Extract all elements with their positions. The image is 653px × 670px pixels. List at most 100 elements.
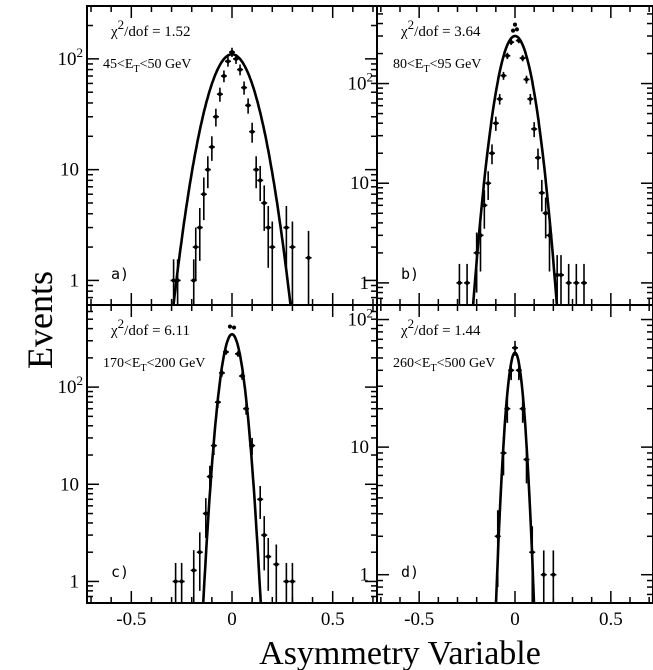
data-point <box>224 56 231 67</box>
et-range-label: 45<ET<50 GeV <box>103 57 191 75</box>
panel-frame <box>86 304 378 604</box>
plot-area <box>456 22 587 305</box>
plot-area <box>494 340 557 603</box>
data-point <box>204 156 211 189</box>
data-point <box>538 179 545 212</box>
data-point <box>500 437 507 476</box>
gaussian-fit-curve <box>172 53 292 305</box>
data-point <box>283 205 290 268</box>
data-point <box>190 550 197 603</box>
data-point <box>253 156 260 189</box>
chi2-label: χ2/dof = 1.44 <box>400 316 481 339</box>
data-point <box>573 263 580 305</box>
data-point <box>496 94 503 105</box>
data-point <box>550 550 557 603</box>
data-point <box>540 550 547 603</box>
data-point <box>283 562 290 603</box>
data-point <box>535 148 541 170</box>
data-point <box>542 197 549 239</box>
y-tick-label: 1 <box>360 565 370 586</box>
data-point <box>208 136 215 161</box>
data-point <box>241 81 248 95</box>
y-tick-label: 102 <box>348 306 374 331</box>
data-point <box>269 221 276 305</box>
data-point <box>558 255 564 305</box>
data-point <box>515 361 522 381</box>
data-point <box>210 437 217 456</box>
panel-label: b) <box>401 265 419 283</box>
x-axis-title: Asymmetry Variable <box>259 635 541 670</box>
data-point <box>249 122 256 143</box>
data-point <box>265 205 272 268</box>
y-tick-label: 10 <box>60 160 79 181</box>
et-range-label: 80<ET<95 GeV <box>393 57 481 75</box>
data-point <box>485 171 492 200</box>
data-point <box>481 190 488 229</box>
y-tick-label: 10 <box>350 173 369 194</box>
data-point <box>249 437 256 456</box>
data-point <box>227 324 233 329</box>
gaussian-fit-curve <box>494 351 536 603</box>
data-point <box>289 221 296 305</box>
data-point <box>218 369 225 377</box>
data-point <box>196 532 203 591</box>
plot-area <box>172 324 296 603</box>
data-point <box>265 537 272 591</box>
data-point <box>515 38 522 44</box>
data-point <box>235 351 242 357</box>
data-point <box>245 98 252 114</box>
y-tick-label: 102 <box>58 373 84 398</box>
data-point <box>581 263 587 305</box>
data-point <box>229 47 235 57</box>
data-point <box>231 325 237 330</box>
data-point <box>514 27 520 32</box>
y-tick-label: 102 <box>348 70 374 95</box>
data-point <box>508 39 515 45</box>
data-point <box>202 498 209 538</box>
panel-a: 1 10 102 χ2/dof = 1.52 45<ET<50 GeV a) <box>58 5 378 306</box>
data-point <box>233 54 240 64</box>
data-point <box>523 75 530 84</box>
chi2-label: χ2/dof = 6.11 <box>110 316 190 339</box>
data-point <box>178 562 185 603</box>
data-point <box>206 465 213 492</box>
data-point <box>473 232 480 293</box>
panel-label: a) <box>111 265 129 283</box>
data-point <box>212 108 219 127</box>
data-point <box>200 177 207 221</box>
panels: 1 10 102 χ2/dof = 1.52 45<ET<50 GeV a) 1 10 102 χ… <box>58 5 653 630</box>
chi2-label: χ2/dof = 3.64 <box>400 17 481 40</box>
data-point <box>504 397 511 423</box>
data-point <box>529 526 536 603</box>
data-point <box>565 263 572 305</box>
et-range-label: 260<ET<500 GeV <box>393 356 495 374</box>
x-tick-label: -0.5 <box>404 609 434 630</box>
data-point <box>243 403 250 415</box>
panel-frame <box>376 5 653 306</box>
data-point <box>489 144 495 165</box>
panel-c: 1 10 102 -0.5 0 0.5 χ2/dof = 6.11 170<ET<200 Ge… <box>58 304 378 630</box>
data-point <box>531 122 538 138</box>
data-point <box>527 94 534 105</box>
y-axis-title: Events <box>20 271 60 369</box>
data-point <box>214 397 221 408</box>
data-point <box>477 215 484 272</box>
data-point <box>508 361 515 381</box>
data-point <box>190 259 197 305</box>
plot-area <box>170 47 312 305</box>
data-point <box>222 349 229 355</box>
panel-label: c) <box>111 563 129 581</box>
y-tick-label: 1 <box>70 571 80 592</box>
data-point <box>273 544 280 603</box>
data-point <box>546 215 553 272</box>
y-tick-label: 102 <box>58 45 84 70</box>
chi2-label: χ2/dof = 1.52 <box>110 17 191 40</box>
data-point <box>500 71 507 80</box>
data-point <box>261 516 268 571</box>
x-tick-label: 0.5 <box>599 609 623 630</box>
data-point <box>305 230 312 305</box>
data-point <box>220 70 227 83</box>
data-point <box>464 263 471 305</box>
data-point <box>174 259 181 305</box>
y-tick-label: 10 <box>350 437 369 458</box>
